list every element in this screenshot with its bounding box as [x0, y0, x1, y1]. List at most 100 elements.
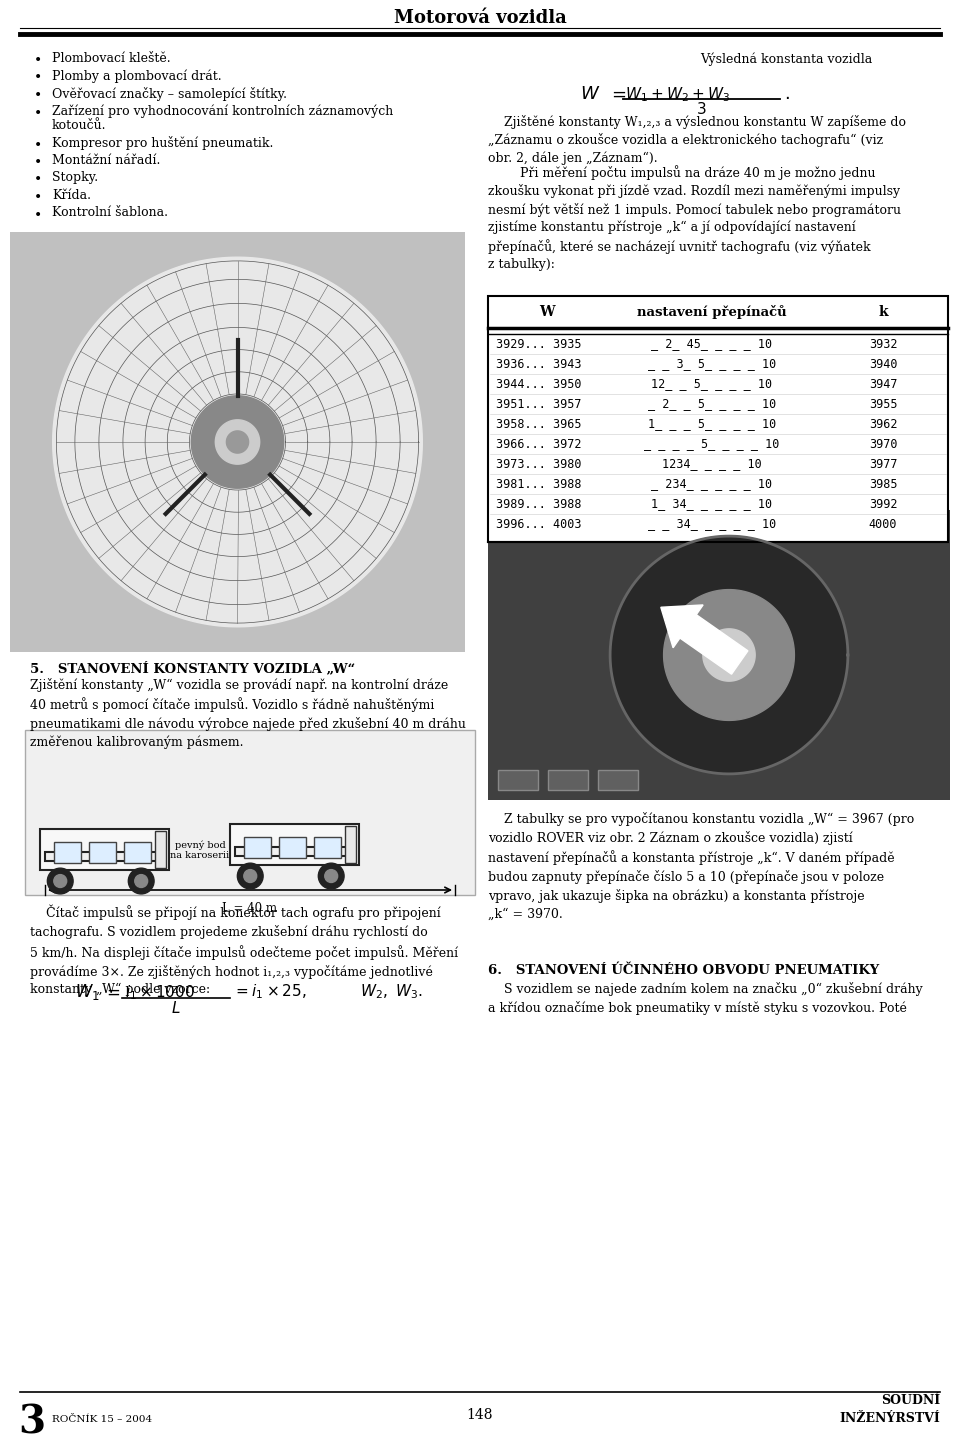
Polygon shape	[215, 420, 259, 465]
Text: $W_1 + W_2 + W_3$: $W_1 + W_2 + W_3$	[625, 85, 730, 104]
Bar	[40, 828, 169, 870]
Circle shape	[324, 870, 338, 883]
Text: Výsledná konstanta vozidla: Výsledná konstanta vozidla	[700, 52, 873, 65]
Text: 6.   STANOVENÍ ÚČINNÉHO OBVODU PNEUMATIKY: 6. STANOVENÍ ÚČINNÉHO OBVODU PNEUMATIKY	[488, 964, 879, 977]
Text: Kontrolní šablona.: Kontrolní šablona.	[52, 206, 168, 219]
Text: •: •	[34, 105, 42, 120]
Text: Zjištění konstanty „W“ vozidla se provádí např. na kontrolní dráze
40 metrů s po: Zjištění konstanty „W“ vozidla se provád…	[30, 678, 466, 749]
Text: •: •	[34, 208, 42, 221]
Bar	[314, 837, 342, 857]
Text: Plombovací kleště.: Plombovací kleště.	[52, 52, 171, 65]
Circle shape	[244, 870, 256, 883]
Bar	[345, 827, 356, 863]
Text: •: •	[34, 71, 42, 85]
Text: 3973... 3980: 3973... 3980	[496, 457, 582, 470]
Polygon shape	[660, 605, 748, 674]
Bar	[25, 730, 475, 895]
Polygon shape	[703, 629, 756, 681]
Text: W: W	[540, 304, 555, 319]
Polygon shape	[611, 537, 848, 773]
Text: $= i_1 \times 25,$: $= i_1 \times 25,$	[233, 983, 306, 1001]
Circle shape	[319, 863, 344, 889]
Text: Ověřovací značky – samolepící štítky.: Ověřovací značky – samolepící štítky.	[52, 87, 287, 101]
Text: _ _ _ _ 5_ _ _ _ 10: _ _ _ _ 5_ _ _ _ 10	[644, 437, 780, 450]
Bar	[278, 837, 306, 857]
Text: k: k	[878, 304, 888, 319]
Text: 3985: 3985	[869, 478, 898, 491]
Text: 3932: 3932	[869, 338, 898, 351]
Text: Stopky.: Stopky.	[52, 172, 98, 185]
Text: •: •	[34, 173, 42, 186]
Text: •: •	[34, 190, 42, 203]
Text: 3989... 3988: 3989... 3988	[496, 498, 582, 511]
Text: Plomby a plombovací drát.: Plomby a plombovací drát.	[52, 69, 222, 84]
Bar	[124, 843, 152, 863]
Text: ROČNÍK 15 – 2004: ROČNÍK 15 – 2004	[52, 1416, 152, 1424]
Bar	[54, 843, 82, 863]
Text: Při měření počtu impulsů na dráze 40 m je možno jednu
zkoušku vykonat při jízdě : Při měření počtu impulsů na dráze 40 m j…	[488, 165, 901, 271]
Text: 3944... 3950: 3944... 3950	[496, 378, 582, 391]
Text: 3992: 3992	[869, 498, 898, 511]
Bar	[488, 509, 950, 799]
Text: 3936... 3943: 3936... 3943	[496, 358, 582, 371]
Text: $W_1$: $W_1$	[75, 983, 100, 1001]
Polygon shape	[53, 257, 422, 626]
Text: $=$: $=$	[608, 85, 627, 102]
Circle shape	[47, 869, 73, 893]
Text: $i_1 \times 1000$: $i_1 \times 1000$	[125, 983, 195, 1001]
Bar	[548, 771, 588, 789]
Bar	[244, 837, 272, 857]
Text: 3955: 3955	[869, 397, 898, 410]
Text: Čítač impulsů se připojí na konektor tach ografu pro připojení
tachografu. S voz: Čítač impulsů se připojí na konektor tac…	[30, 905, 458, 997]
Text: 3966... 3972: 3966... 3972	[496, 437, 582, 450]
Text: $3$: $3$	[696, 101, 707, 117]
Text: •: •	[34, 53, 42, 66]
Circle shape	[129, 869, 154, 893]
Text: 148: 148	[467, 1408, 493, 1421]
Text: _ 2_ _ 5_ _ _ _ 10: _ 2_ _ 5_ _ _ _ 10	[648, 397, 776, 410]
Text: •: •	[34, 154, 42, 169]
Text: 3981... 3988: 3981... 3988	[496, 478, 582, 491]
Text: 3970: 3970	[869, 437, 898, 450]
Bar	[44, 851, 164, 861]
Text: 3929... 3935: 3929... 3935	[496, 338, 582, 351]
Bar	[234, 847, 354, 856]
Text: Z tabulky se pro vypočítanou konstantu vozidla „W“ = 3967 (pro
vozidlo ROVER viz: Z tabulky se pro vypočítanou konstantu v…	[488, 812, 914, 921]
Text: 1_ _ _ 5_ _ _ _ 10: 1_ _ _ 5_ _ _ _ 10	[648, 417, 776, 430]
Circle shape	[134, 874, 148, 887]
Text: kotoučů.: kotoučů.	[52, 118, 107, 131]
Text: _ 234_ _ _ _ _ 10: _ 234_ _ _ _ _ 10	[652, 478, 773, 491]
Polygon shape	[663, 590, 794, 720]
Text: 1_ 34_ _ _ _ _ 10: 1_ 34_ _ _ _ _ 10	[652, 498, 773, 511]
Bar	[598, 771, 638, 789]
Text: Motorová vozidla: Motorová vozidla	[394, 9, 566, 27]
Text: Zjištěné konstanty W₁,₂,₃ a výslednou konstantu W zapíšeme do
„Záznamu o zkoušce: Zjištěné konstanty W₁,₂,₃ a výslednou ko…	[488, 115, 906, 165]
Text: 3996... 4003: 3996... 4003	[496, 518, 582, 531]
Text: 3951... 3957: 3951... 3957	[496, 397, 582, 410]
Bar	[88, 843, 116, 863]
Text: $=$: $=$	[103, 983, 120, 1001]
Text: 3977: 3977	[869, 457, 898, 470]
Text: Montážní nářadí.: Montážní nářadí.	[52, 154, 160, 167]
Text: Křída.: Křída.	[52, 189, 91, 202]
Text: 3958... 3965: 3958... 3965	[496, 417, 582, 430]
Text: _ _ 34_ _ _ _ _ 10: _ _ 34_ _ _ _ _ 10	[648, 518, 776, 531]
Text: nastavení přepínačů: nastavení přepínačů	[637, 304, 787, 319]
Bar	[498, 771, 538, 789]
Text: 3947: 3947	[869, 378, 898, 391]
Text: $W$: $W$	[580, 85, 600, 102]
Circle shape	[54, 874, 66, 887]
Text: 3940: 3940	[869, 358, 898, 371]
Text: 5.   STANOVENÍ KONSTANTY VOZIDLA „W“: 5. STANOVENÍ KONSTANTY VOZIDLA „W“	[30, 662, 355, 675]
Text: Kompresor pro huštění pneumatik.: Kompresor pro huštění pneumatik.	[52, 137, 274, 150]
Bar	[230, 824, 359, 864]
Polygon shape	[191, 395, 284, 488]
Circle shape	[237, 863, 263, 889]
Text: _ 2_ 45_ _ _ _ 10: _ 2_ 45_ _ _ _ 10	[652, 338, 773, 351]
Text: 1234_ _ _ _ 10: 1234_ _ _ _ 10	[662, 457, 762, 470]
Text: 3962: 3962	[869, 417, 898, 430]
Text: pevný bod
na karoserii: pevný bod na karoserii	[171, 840, 229, 860]
Text: $W_2,\ W_3.$: $W_2,\ W_3.$	[360, 983, 422, 1001]
Text: 4000: 4000	[869, 518, 898, 531]
Text: _ _ 3_ 5_ _ _ _ 10: _ _ 3_ 5_ _ _ _ 10	[648, 358, 776, 371]
